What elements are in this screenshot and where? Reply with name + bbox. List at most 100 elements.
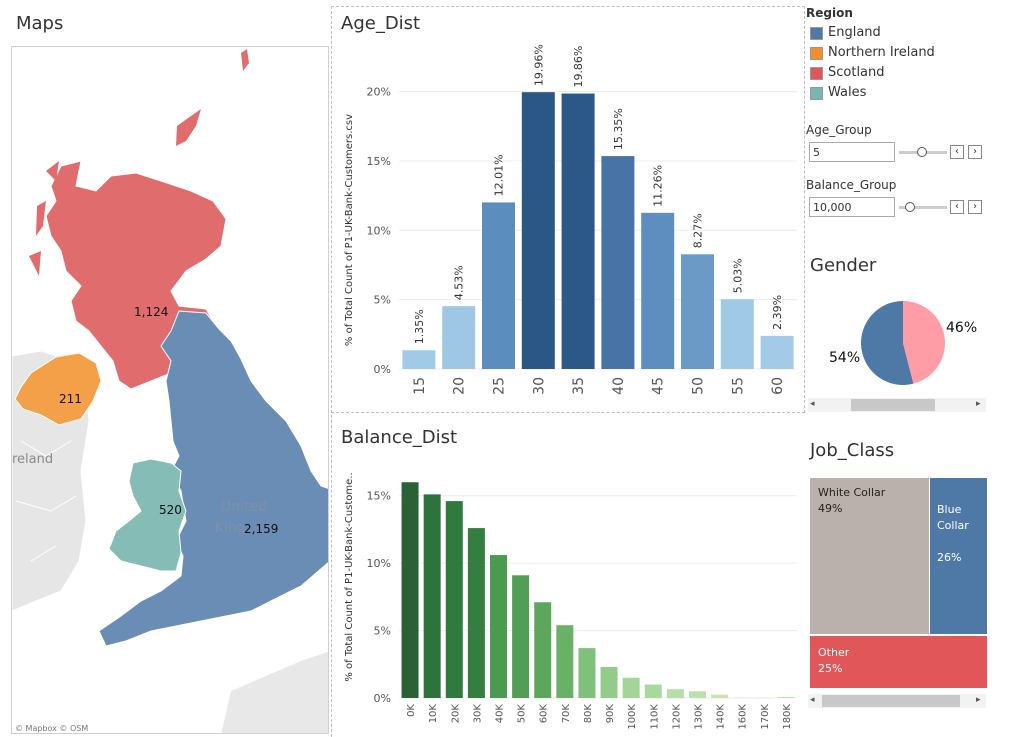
data-label: 11.26%: [652, 165, 665, 207]
x-tick-label: 110K: [649, 704, 660, 730]
balance-group-label: Balance_Group: [806, 178, 897, 192]
slider-thumb[interactable]: [917, 147, 927, 157]
data-label: 12.01%: [493, 154, 506, 196]
y-tick-label: 15%: [367, 490, 391, 503]
balance-group-increment-button[interactable]: ›: [968, 200, 982, 214]
slider-thumb[interactable]: [905, 202, 915, 212]
treemap-other[interactable]: Other 25%: [810, 636, 987, 688]
bar: [689, 691, 706, 698]
scrollbar-thumb[interactable]: [822, 695, 960, 707]
pie-slice-female[interactable]: [903, 301, 945, 384]
bar: [760, 335, 794, 369]
bar: [644, 684, 662, 698]
bar: [720, 299, 754, 369]
legend-swatch: [810, 47, 823, 60]
x-tick-label: 15: [412, 377, 428, 395]
balance-dist-chart[interactable]: 0% 5% 10% 15% % of Total Count of P1-UK-Bank…: [331, 452, 805, 737]
bar: [578, 648, 596, 698]
gender-pie[interactable]: [860, 300, 946, 386]
age-group-increment-button[interactable]: ›: [968, 145, 982, 159]
bar: [556, 625, 574, 698]
bar: [666, 689, 684, 698]
map-label-wales: 520: [159, 503, 182, 517]
age-group-slider[interactable]: [899, 142, 947, 162]
x-tick-label: 80K: [583, 704, 594, 724]
data-label: 1.35%: [413, 309, 426, 344]
pie-slice-male[interactable]: [861, 301, 914, 385]
x-tick-label: 25: [492, 377, 508, 395]
map-wales: [108, 458, 187, 572]
age-dist-panel: [331, 6, 805, 413]
uk-map[interactable]: United King: [12, 47, 329, 734]
x-tick-label: 60: [770, 377, 786, 395]
bar: [467, 528, 485, 698]
x-tick-label: 60K: [539, 704, 550, 724]
map-label-uk: United: [221, 499, 267, 515]
treemap-blue-collar[interactable]: Blue Collar 26%: [930, 478, 987, 635]
y-tick-label: 15%: [367, 155, 391, 168]
y-tick-label: 5%: [374, 625, 391, 638]
x-tick-label: 160K: [738, 704, 749, 730]
map-attribution: © Mapbox © OSM: [15, 724, 89, 733]
balance-dist-title: Balance_Dist: [341, 427, 458, 448]
bar: [600, 666, 618, 698]
x-tick-label: 20K: [450, 704, 461, 724]
scroll-left-icon[interactable]: ◂: [810, 399, 815, 409]
age-dist-chart[interactable]: 0% 5% 10% 15% 20% % of Total Count of P1-UK-B…: [331, 40, 805, 412]
job-class-scrollbar[interactable]: ◂ ▸: [808, 694, 986, 708]
gender-male-label: 54%: [829, 350, 861, 366]
legend-title: Region: [806, 6, 853, 20]
gender-scrollbar[interactable]: ◂ ▸: [808, 398, 986, 412]
legend-swatch: [810, 67, 823, 80]
y-tick-label: 5%: [374, 294, 391, 307]
y-tick-label: 0%: [374, 692, 391, 705]
x-tick-label: 30: [531, 377, 547, 395]
x-tick-label: 180K: [782, 704, 793, 730]
x-tick-label: 30K: [472, 704, 483, 724]
age-group-input[interactable]: [809, 142, 895, 162]
x-tick-label: 20: [452, 377, 468, 395]
data-label: 4.53%: [453, 265, 466, 300]
map-label-england: 2,159: [244, 522, 279, 536]
age-group-decrement-button[interactable]: ‹: [950, 145, 964, 159]
legend-swatch: [810, 27, 823, 40]
bar: [490, 555, 507, 698]
x-tick-label: 140K: [716, 704, 727, 730]
data-label: 2.39%: [771, 295, 784, 330]
bar: [641, 212, 675, 369]
bar: [601, 156, 635, 369]
bar: [423, 494, 441, 698]
map-label-scotland: 1,124: [134, 305, 169, 319]
svg-text:King: King: [215, 520, 246, 536]
data-label: 19.86%: [572, 46, 585, 88]
x-tick-label: 50K: [517, 704, 528, 724]
data-label: 5.03%: [731, 258, 744, 293]
scroll-left-icon[interactable]: ◂: [810, 695, 815, 705]
map-view[interactable]: United King reland 1,124 211 520 2,159 ©…: [11, 46, 329, 734]
x-tick-label: 120K: [671, 704, 682, 730]
balance-group-slider[interactable]: [899, 197, 947, 217]
y-tick-label: 0%: [374, 363, 391, 376]
map-label-ireland: reland: [12, 452, 54, 467]
x-tick-label: 35: [571, 377, 587, 395]
gender-female-label: 46%: [946, 320, 978, 336]
x-tick-label: 45: [651, 377, 667, 395]
treemap-white-collar[interactable]: White Collar 49%: [810, 478, 930, 635]
bar: [622, 677, 640, 698]
bar: [482, 202, 515, 369]
job-class-title: Job_Class: [810, 440, 895, 461]
scrollbar-thumb[interactable]: [851, 399, 935, 411]
y-axis-title: % of Total Count of P1-UK-Bank-Custome..: [344, 472, 355, 681]
bar: [442, 306, 476, 369]
bar: [512, 575, 530, 698]
map-northern-ireland: [14, 352, 102, 426]
scroll-right-icon[interactable]: ▸: [976, 695, 981, 705]
bar: [521, 92, 555, 369]
bar: [777, 696, 795, 698]
x-tick-label: 170K: [760, 704, 771, 730]
balance-group-input[interactable]: [809, 197, 895, 217]
x-tick-label: 40K: [495, 704, 506, 724]
scroll-right-icon[interactable]: ▸: [976, 399, 981, 409]
balance-group-decrement-button[interactable]: ‹: [950, 200, 964, 214]
bar: [445, 501, 463, 698]
